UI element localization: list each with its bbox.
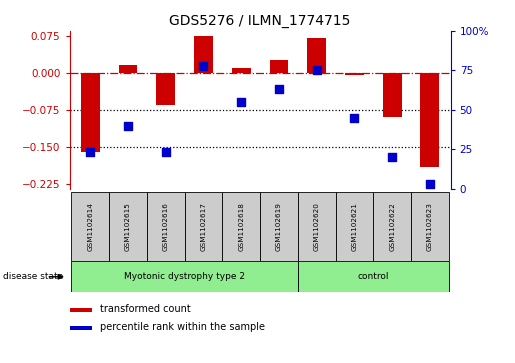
Text: GSM1102615: GSM1102615 <box>125 203 131 251</box>
Bar <box>184 192 222 261</box>
Bar <box>72 261 298 292</box>
Text: GSM1102621: GSM1102621 <box>351 203 357 251</box>
Bar <box>72 192 109 261</box>
Text: GSM1102620: GSM1102620 <box>314 203 320 251</box>
Bar <box>222 192 260 261</box>
Text: GSM1102619: GSM1102619 <box>276 203 282 251</box>
Bar <box>157 73 175 105</box>
Point <box>275 86 283 92</box>
Text: GSM1102618: GSM1102618 <box>238 203 244 251</box>
Bar <box>147 192 184 261</box>
Point <box>124 123 132 129</box>
Text: GSM1102623: GSM1102623 <box>427 203 433 251</box>
Bar <box>298 261 449 292</box>
Bar <box>232 68 251 73</box>
Point <box>237 99 245 105</box>
Text: GSM1102617: GSM1102617 <box>200 203 207 251</box>
Bar <box>345 73 364 75</box>
Text: GSM1102614: GSM1102614 <box>87 203 93 251</box>
Bar <box>118 65 138 73</box>
Bar <box>411 192 449 261</box>
Bar <box>260 192 298 261</box>
Text: control: control <box>357 272 389 281</box>
Bar <box>81 73 100 152</box>
Bar <box>336 192 373 261</box>
Bar <box>373 192 411 261</box>
Bar <box>269 61 288 73</box>
Text: Myotonic dystrophy type 2: Myotonic dystrophy type 2 <box>124 272 245 281</box>
Text: transformed count: transformed count <box>100 303 191 314</box>
Bar <box>194 36 213 73</box>
Bar <box>298 192 336 261</box>
Bar <box>420 73 439 167</box>
Bar <box>70 326 92 330</box>
Text: GSM1102616: GSM1102616 <box>163 203 169 251</box>
Text: percentile rank within the sample: percentile rank within the sample <box>100 322 265 331</box>
Point <box>350 115 358 121</box>
Point <box>388 154 396 160</box>
Point <box>199 63 208 69</box>
Point <box>426 181 434 187</box>
Title: GDS5276 / ILMN_1774715: GDS5276 / ILMN_1774715 <box>169 15 351 28</box>
Point <box>86 150 94 155</box>
Bar <box>383 73 402 117</box>
Bar <box>307 38 326 73</box>
Text: disease state: disease state <box>3 272 63 281</box>
Bar <box>70 308 92 312</box>
Point <box>313 68 321 73</box>
Text: GSM1102622: GSM1102622 <box>389 203 395 251</box>
Bar <box>109 192 147 261</box>
Point <box>162 150 170 155</box>
